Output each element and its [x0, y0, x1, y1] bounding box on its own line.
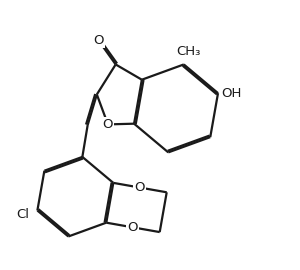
Text: O: O — [127, 221, 138, 234]
Text: O: O — [93, 34, 104, 47]
Text: O: O — [134, 181, 145, 194]
Text: CH₃: CH₃ — [176, 45, 200, 58]
Text: O: O — [103, 118, 113, 131]
Text: Cl: Cl — [16, 208, 29, 221]
Text: OH: OH — [222, 87, 242, 100]
